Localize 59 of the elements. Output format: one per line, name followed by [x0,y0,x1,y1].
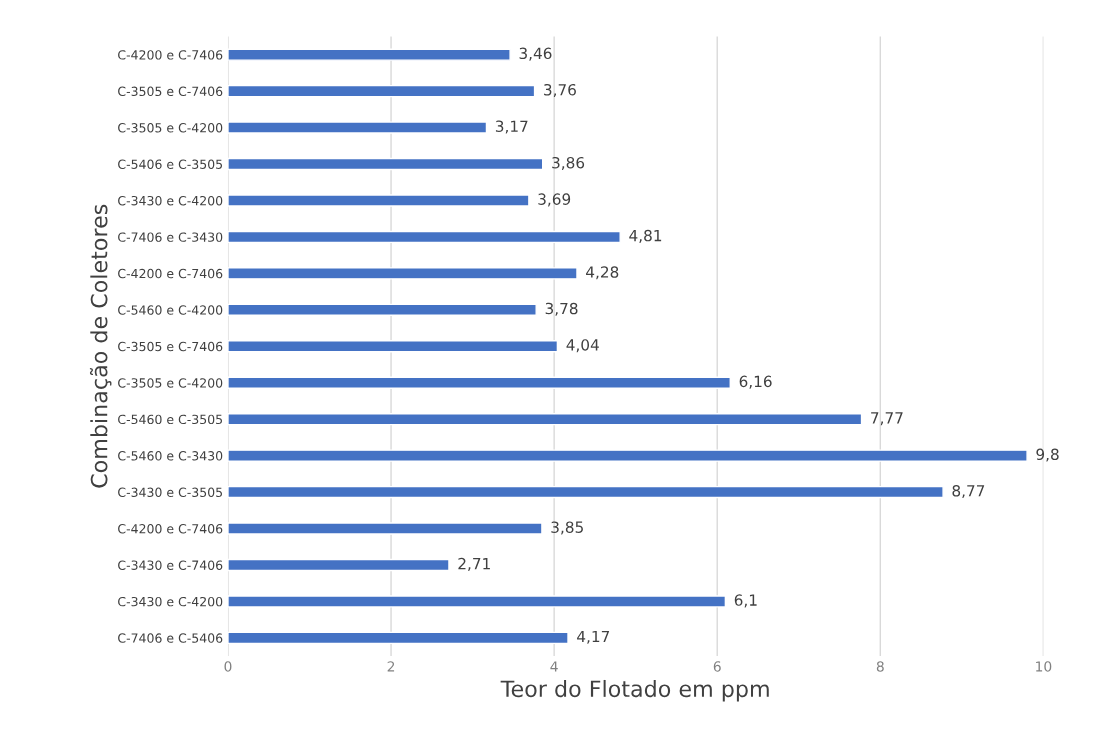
x-tick-label: 0 [224,661,232,672]
y-tick-label: C-3430 e C-4200 [118,195,223,206]
y-tick-label: C-3430 e C-3505 [118,487,223,497]
bar [227,449,1028,462]
bar [227,522,543,535]
data-label: 3,85 [551,521,583,535]
data-label: 4,04 [566,339,599,353]
y-tick-label: C-3430 e C-4200 [118,596,223,607]
data-label: 3,17 [495,120,528,134]
bar [227,267,578,280]
y-tick-label: C-5460 e C-4200 [118,305,223,315]
data-label: 4,81 [629,229,662,243]
y-tick-label: C-4200 e C-7406 [118,50,223,60]
bar [227,194,530,207]
data-label: 4,17 [577,630,610,644]
y-tick-label: C-7406 e C-5406 [118,633,223,643]
data-label: 3,86 [552,156,585,171]
y-tick-label: C-4200 e C-7406 [118,268,223,279]
data-label: 3,78 [545,302,578,316]
x-tick-label: 10 [1036,661,1052,672]
y-tick-label: C-7406 e C-3430 [118,232,223,242]
y-tick-label: C-3430 e C-7406 [118,560,223,570]
data-label: 3,46 [519,47,552,61]
bar [227,558,450,572]
x-axis-title: Teor do Flotado em ppm [500,679,769,702]
bar [227,121,488,134]
x-tick-label: 4 [550,661,558,672]
bar [227,595,727,608]
x-tick-label: 8 [876,661,884,672]
bar [227,230,621,244]
data-label: 7,77 [871,412,903,426]
data-label: 3,76 [544,84,576,98]
y-tick-label: C-4200 e C-7406 [118,524,223,534]
bar [227,48,511,61]
data-label: 2,71 [458,557,490,571]
bar [227,631,569,645]
bar [227,413,863,426]
y-tick-label: C-3505 e C-7406 [118,341,223,352]
bar [227,340,559,353]
bar [227,84,536,98]
bar [227,376,731,389]
y-tick-label: C-5460 e C-3430 [118,451,223,461]
data-label: 4,28 [586,266,619,280]
bar [227,157,544,171]
data-label: 8,77 [952,484,985,499]
x-tick-label: 6 [713,661,721,672]
data-label: 9,8 [1036,448,1059,462]
bar [227,485,944,499]
y-tick-label: C-3505 e C-7406 [118,86,223,97]
data-label: 6,1 [734,594,757,608]
y-axis-title: Combinação de Coletores [89,204,112,488]
y-tick-label: C-3505 e C-4200 [118,378,223,388]
y-tick-label: C-5406 e C-3505 [118,159,223,169]
data-label: 6,16 [739,375,772,389]
data-label: 3,69 [538,193,571,207]
y-tick-label: C-5460 e C-3505 [118,414,223,425]
bar [227,303,537,316]
y-tick-label: C-3505 e C-4200 [118,123,223,133]
x-tick-label: 2 [387,661,395,672]
